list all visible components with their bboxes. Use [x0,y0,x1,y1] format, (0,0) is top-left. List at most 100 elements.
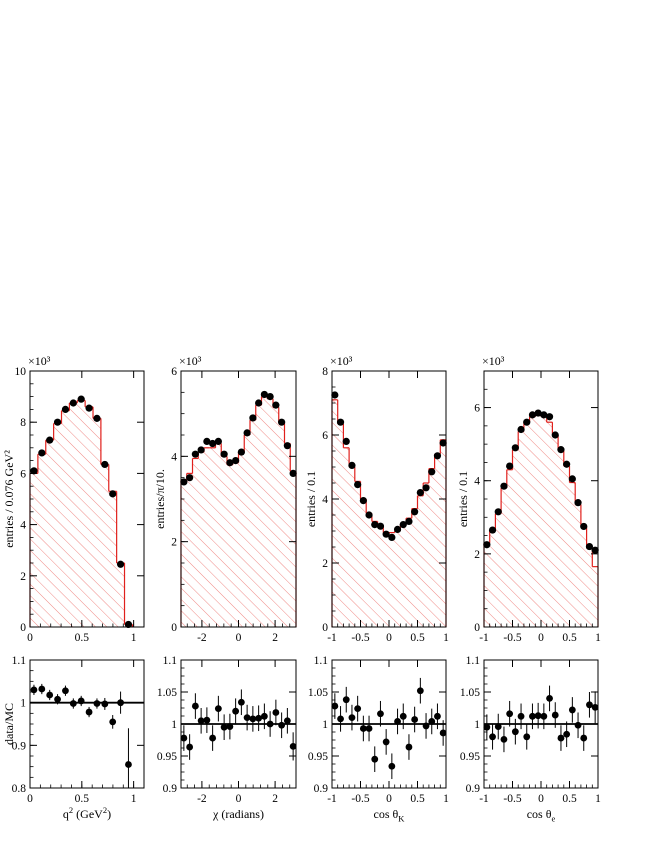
data-point [500,735,508,743]
data-point [272,709,280,716]
data-point [214,705,222,713]
y-tick-label: 1.1 [163,655,178,667]
data-point [232,707,240,715]
ratio-panel-3: -1 -0.5 0 0.5 1 0.9 0.95 1 1.05 1.1 cos θK [308,655,449,824]
data-point [85,404,93,412]
data-point [411,716,419,723]
data-point [557,734,565,742]
x-tick-label: 1 [595,632,601,644]
y-axis-label: entries / 0.076 GeV² [2,450,16,548]
data-point [489,733,496,741]
data-point [237,448,245,456]
data-point [124,620,133,629]
data-point [336,418,345,426]
mc-hatch-fill [30,400,133,627]
data-point [359,497,367,505]
data-point [93,414,101,422]
data-point [61,405,70,413]
y-tick-label: 1.1 [12,655,27,667]
y-tick-label: 6 [322,430,328,442]
y-tick-label: 0.8 [12,783,27,795]
y-tick-label: 2 [474,549,480,561]
x-tick-label: 0 [538,632,544,644]
data-point [511,444,519,452]
data-point [186,743,194,751]
x-tick-label: -0.5 [351,632,369,644]
data-point [591,546,599,554]
mc-hatch-fill [180,396,297,627]
data-point [405,517,413,526]
data-point [186,474,194,482]
y-tick-label: 4 [20,520,26,532]
data-point [580,522,588,531]
y-tick-label: 6 [171,366,177,378]
data-point [249,715,257,723]
data-point [394,718,401,725]
data-point [405,743,413,751]
y-tick-label: 1.05 [460,687,480,699]
data-point [399,521,407,529]
y-tick-label: 1.05 [157,687,177,699]
x-tick-label: -1 [479,793,489,805]
ratio-panel-4: -1 -0.5 0 0.5 1 0.9 0.95 1 1.05 1.1 cos θe [460,655,601,824]
y-tick-label: 6 [474,403,480,415]
y-tick-label: 1 [20,698,26,710]
data-point [243,429,251,437]
data-point [220,450,228,458]
data-point [540,712,548,720]
data-point [428,468,436,476]
data-point [422,484,430,492]
data-point [371,521,379,529]
y-tick-label: 0.9 [314,783,329,795]
x-tick-label: 0.5 [75,632,90,644]
y-tick-label: 10 [15,366,27,378]
y-axis-label: entries / 0.1 [456,471,470,527]
data-point [528,411,537,419]
data-point [371,755,379,763]
data-point [249,414,257,422]
data-point [540,411,548,419]
data-point [237,698,245,706]
data-point [226,459,234,467]
data-point [197,717,205,725]
data-point [214,437,222,445]
data-point [69,700,77,707]
data-point [85,708,93,716]
data-point [289,469,297,477]
data-point [416,687,424,695]
data-point [574,499,582,507]
data-point [203,437,211,445]
x-tick-label: 1 [443,632,449,644]
x-tick-label: 0 [538,793,544,805]
data-point [289,743,297,750]
data-point [416,489,424,497]
data-point [197,446,205,454]
data-point [331,391,339,399]
data-point [428,718,436,725]
data-point [354,705,362,713]
x-tick-label: 0.5 [562,632,577,644]
data-point [260,390,268,399]
ratio-panel-1: 0 0.5 1 0.8 0.9 1 1.1 data/MC q2 (GeV2) [2,655,145,821]
data-point [232,457,240,465]
x-tick-label: 0.5 [562,793,577,805]
x-tick-label: 1 [443,793,449,805]
data-point [266,393,274,401]
y-tick-label: 0.9 [163,783,178,795]
data-point [483,723,491,731]
data-point [506,462,514,470]
data-point [93,700,101,707]
data-point [500,482,508,490]
axes-frame [29,659,145,789]
y-tick-label: 4 [171,451,177,463]
x-axis-label: cos θK [374,807,406,824]
data-point [260,712,268,720]
data-point [393,525,402,534]
data-point [46,436,54,444]
x-tick-label: 0 [236,632,242,644]
x-tick-label: 1 [595,793,601,805]
ratio-panel-2: -2 0 2 0.9 0.95 1 1.05 1.1 χ (radians) [157,655,297,821]
y-tick-label: 8 [322,366,328,378]
y-tick-label: 4 [322,494,328,506]
data-point [30,686,38,694]
